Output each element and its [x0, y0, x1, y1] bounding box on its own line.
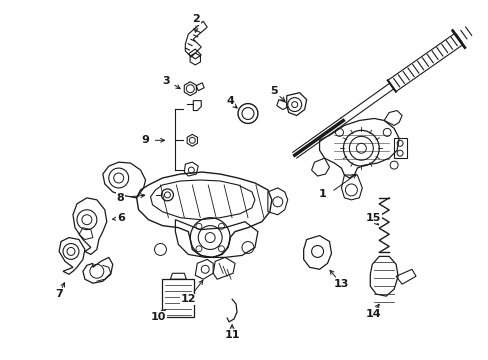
- Text: 6: 6: [117, 213, 124, 223]
- Text: 3: 3: [163, 76, 170, 86]
- Text: 8: 8: [117, 193, 124, 203]
- Text: 2: 2: [192, 14, 200, 24]
- Text: 14: 14: [365, 309, 380, 319]
- Text: 12: 12: [180, 294, 196, 304]
- Text: 1: 1: [318, 189, 326, 199]
- Text: 13: 13: [333, 279, 348, 289]
- Text: 7: 7: [55, 289, 63, 299]
- Text: 10: 10: [150, 312, 166, 322]
- Text: 9: 9: [142, 135, 149, 145]
- Text: 5: 5: [269, 86, 277, 96]
- Text: 4: 4: [225, 96, 234, 105]
- Text: 11: 11: [224, 330, 239, 340]
- Text: 15: 15: [365, 213, 380, 223]
